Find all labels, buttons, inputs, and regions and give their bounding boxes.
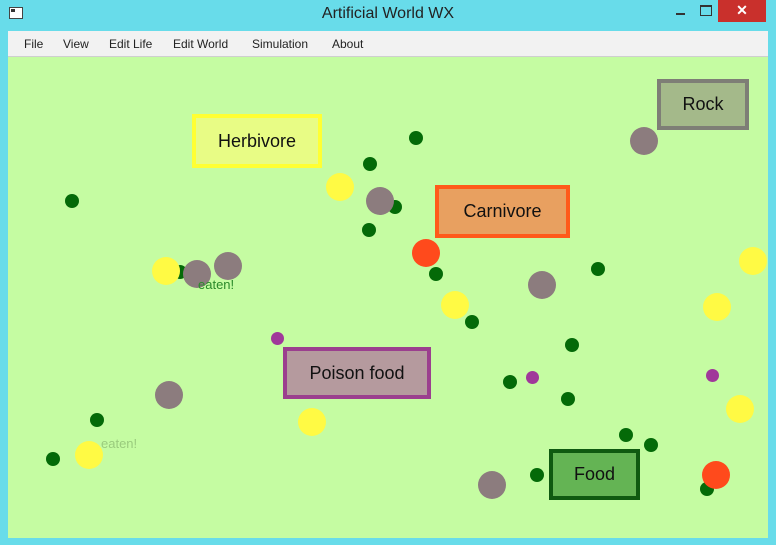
herbivore-creature (726, 395, 754, 423)
title-bar: Artificial World WX ✕ (0, 0, 776, 30)
rock (155, 381, 183, 409)
rock (528, 271, 556, 299)
food-label: Food (549, 449, 640, 500)
maximize-icon (700, 5, 712, 16)
food-pellet (591, 262, 605, 276)
menu-edit-life[interactable]: Edit Life (109, 37, 153, 51)
food-pellet (503, 375, 517, 389)
close-button[interactable]: ✕ (718, 0, 766, 22)
food-pellet (362, 223, 376, 237)
rock (183, 260, 211, 288)
carnivore-label: Carnivore (435, 185, 570, 238)
carnivore-creature (412, 239, 440, 267)
rock (366, 187, 394, 215)
eaten-event-text: eaten! (101, 436, 138, 451)
food-pellet (409, 131, 423, 145)
menu-about[interactable]: About (332, 37, 364, 51)
eaten-event-text: eaten! (198, 277, 235, 292)
carnivore-creature (702, 461, 730, 489)
food-pellet (46, 452, 60, 466)
food-pellet (530, 468, 544, 482)
herbivore-creature (703, 293, 731, 321)
menu-view[interactable]: View (63, 37, 89, 51)
maximize-button[interactable] (694, 0, 718, 22)
herbivore-creature (739, 247, 767, 275)
rock (214, 252, 242, 280)
poison-food-label: Poison food (283, 347, 431, 399)
herbivore-creature (441, 291, 469, 319)
menu-edit-world[interactable]: Edit World (173, 37, 229, 51)
poison-food-pellet (706, 369, 719, 382)
food-pellet (429, 267, 443, 281)
food-pellet (619, 428, 633, 442)
food-pellet (465, 315, 479, 329)
menu-bar: File View Edit Life Edit World Simulatio… (8, 31, 768, 57)
food-pellet (90, 413, 104, 427)
minimize-button[interactable] (668, 0, 692, 22)
rock-label: Rock (657, 79, 749, 130)
food-pellet (644, 438, 658, 452)
poison-food-pellet (271, 332, 284, 345)
rock (478, 471, 506, 499)
rock (630, 127, 658, 155)
app-icon[interactable] (9, 7, 23, 19)
menu-file[interactable]: File (24, 37, 44, 51)
herbivore-creature (298, 408, 326, 436)
herbivore-creature (75, 441, 103, 469)
food-pellet (65, 194, 79, 208)
close-icon: ✕ (736, 2, 748, 18)
poison-food-pellet (526, 371, 539, 384)
food-pellet (565, 338, 579, 352)
menu-simulation[interactable]: Simulation (252, 37, 309, 51)
food-pellet (363, 157, 377, 171)
minimize-icon (675, 13, 685, 15)
herbivore-creature (326, 173, 354, 201)
food-pellet (561, 392, 575, 406)
herbivore-label: Herbivore (192, 114, 322, 168)
window-title: Artificial World WX (321, 5, 455, 22)
herbivore-creature (152, 257, 180, 285)
world-canvas[interactable]: eaten! eaten! Herbivore Carnivore Rock P… (8, 57, 768, 538)
